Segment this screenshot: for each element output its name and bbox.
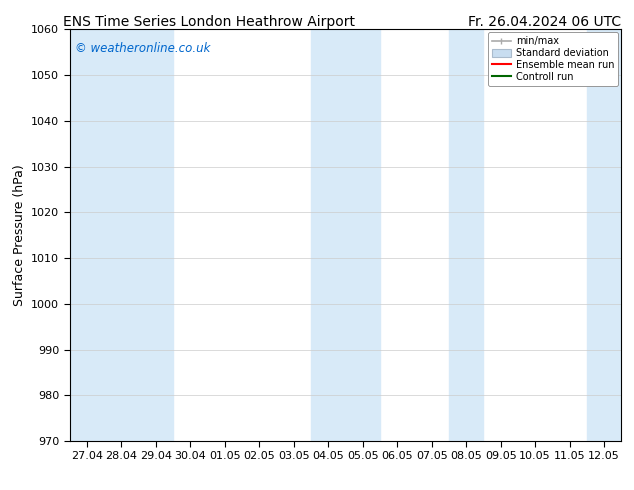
Text: © weatheronline.co.uk: © weatheronline.co.uk bbox=[75, 42, 210, 55]
Legend: min/max, Standard deviation, Ensemble mean run, Controll run: min/max, Standard deviation, Ensemble me… bbox=[488, 32, 618, 86]
Text: ENS Time Series London Heathrow Airport: ENS Time Series London Heathrow Airport bbox=[63, 15, 356, 29]
Bar bbox=[311, 29, 380, 441]
Text: Fr. 26.04.2024 06 UTC: Fr. 26.04.2024 06 UTC bbox=[468, 15, 621, 29]
Bar bbox=[587, 29, 621, 441]
Bar bbox=[449, 29, 483, 441]
Bar bbox=[104, 29, 173, 441]
Bar bbox=[70, 29, 104, 441]
Y-axis label: Surface Pressure (hPa): Surface Pressure (hPa) bbox=[13, 164, 25, 306]
